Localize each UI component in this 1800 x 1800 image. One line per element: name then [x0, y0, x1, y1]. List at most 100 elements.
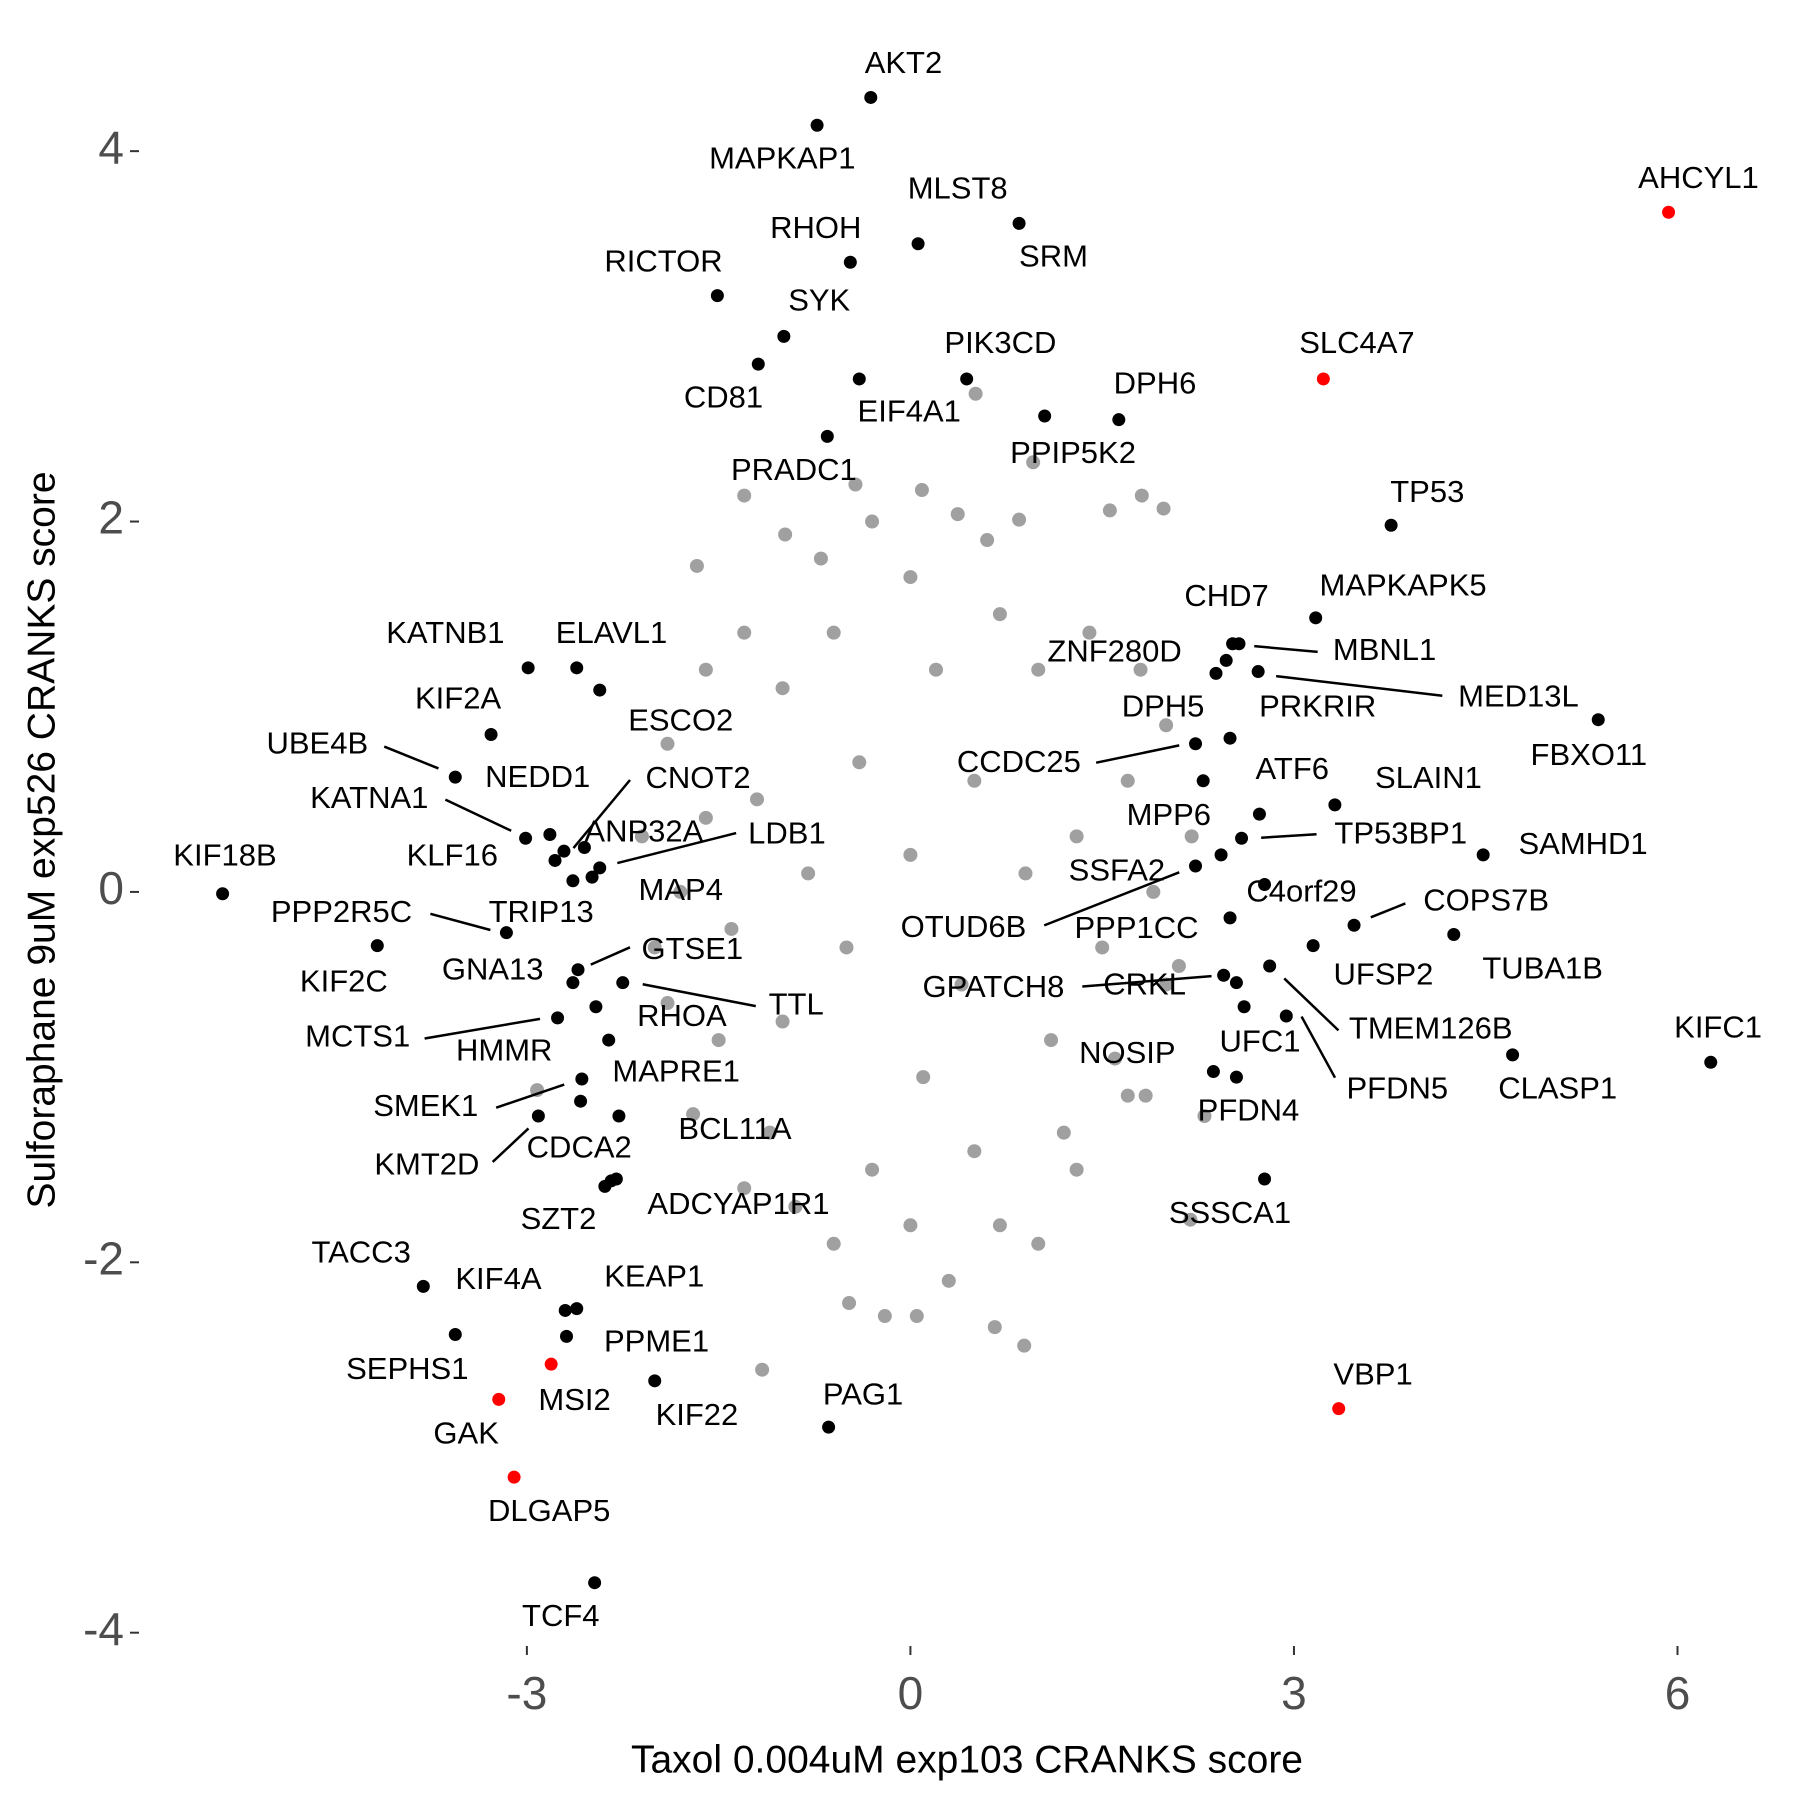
point: [484, 728, 498, 742]
point-label: CHD7: [1184, 578, 1268, 613]
point: [1476, 848, 1490, 862]
point-label: GPATCH8: [923, 969, 1065, 1004]
point: [711, 1033, 726, 1048]
point: [1258, 1172, 1272, 1186]
leader-line: [1370, 902, 1406, 919]
point: [909, 1309, 924, 1324]
leader-line: [572, 779, 631, 849]
y-tick-label: -2: [83, 1232, 124, 1284]
point: [1102, 503, 1117, 518]
point-label: AKT2: [865, 45, 943, 80]
point-label: UFSP2: [1334, 956, 1434, 991]
point: [602, 1033, 616, 1047]
point: [686, 1107, 701, 1122]
point: [575, 1072, 589, 1086]
point: [1133, 662, 1148, 677]
point: [1506, 1048, 1520, 1062]
point: [634, 829, 649, 844]
point: [1662, 205, 1676, 219]
point: [616, 976, 630, 990]
point: [737, 625, 752, 640]
point: [660, 996, 675, 1011]
point: [941, 1273, 956, 1288]
point-label: FBXO11: [1531, 737, 1648, 772]
point: [1018, 866, 1033, 881]
x-tick-label: -3: [506, 1667, 547, 1719]
point: [992, 607, 1007, 622]
leader-line: [1082, 974, 1212, 988]
point: [1229, 1070, 1243, 1084]
point-label: SSSCA1: [1169, 1195, 1291, 1230]
point: [560, 1329, 574, 1343]
point: [1012, 512, 1027, 527]
point: [571, 963, 585, 977]
x-tick-label: 6: [1665, 1667, 1691, 1719]
point-label: ANP32A: [584, 813, 703, 848]
leader-line: [430, 912, 491, 932]
point: [1156, 501, 1171, 516]
point-label: MCTS1: [305, 1019, 410, 1054]
point-label: TP53: [1390, 474, 1464, 509]
point: [960, 372, 974, 386]
point-label: CNOT2: [646, 760, 751, 795]
leader-line: [1283, 977, 1340, 1032]
point: [820, 429, 834, 443]
point: [647, 940, 662, 955]
point: [1134, 488, 1149, 503]
point-label: CRKL: [1103, 967, 1186, 1002]
point: [778, 527, 793, 542]
point-label: LDB1: [748, 816, 826, 851]
point: [1138, 1088, 1153, 1103]
point-label: DPH6: [1114, 366, 1197, 401]
point-label: TP53BP1: [1334, 816, 1467, 851]
leader-line: [1261, 832, 1317, 839]
point-label: MAPKAPK5: [1320, 567, 1487, 602]
point: [1235, 831, 1249, 845]
point-label: RHOH: [770, 210, 861, 245]
point: [1347, 918, 1361, 932]
point: [531, 1109, 545, 1123]
point-label: MED13L: [1458, 678, 1579, 713]
point-label: NOSIP: [1079, 1035, 1175, 1070]
point: [737, 488, 752, 503]
point: [710, 289, 724, 303]
y-axis-title: Sulforaphane 9uM exp526 CRANKS score: [20, 471, 63, 1208]
point-label: COPS7B: [1423, 882, 1549, 917]
point: [1095, 940, 1110, 955]
point-label: GTSE1: [641, 931, 743, 966]
point: [492, 1392, 506, 1406]
point-label: GNA13: [442, 952, 544, 987]
y-tick-label: 0: [98, 862, 124, 914]
point: [1591, 713, 1605, 727]
point-label: KIF22: [656, 1397, 739, 1432]
point: [954, 977, 969, 992]
point: [865, 514, 880, 529]
point-label: KIF2C: [300, 963, 388, 998]
point-label: ESCO2: [628, 702, 733, 737]
point: [1219, 653, 1233, 667]
point: [1309, 611, 1323, 625]
point: [1251, 665, 1265, 679]
point-label: MAP4: [639, 872, 723, 907]
point: [1229, 976, 1243, 990]
point: [967, 773, 982, 788]
point-label: VBP1: [1333, 1357, 1412, 1392]
leader-line: [444, 798, 512, 832]
point: [589, 1000, 603, 1014]
point-label: RICTOR: [604, 243, 722, 278]
point: [1279, 1009, 1293, 1023]
point-label: EIF4A1: [858, 393, 961, 428]
point-label: UBE4B: [266, 726, 368, 761]
point-label: BCL11A: [678, 1111, 791, 1146]
point: [843, 255, 857, 269]
point: [1384, 518, 1398, 532]
point-label: ATF6: [1256, 751, 1330, 786]
x-tick-label: 3: [1281, 1667, 1307, 1719]
point-label: PAG1: [823, 1376, 903, 1411]
point-label: PPP2R5C: [271, 894, 412, 929]
point-label: PFDN4: [1198, 1092, 1300, 1127]
point: [574, 1094, 588, 1108]
point: [673, 884, 688, 899]
